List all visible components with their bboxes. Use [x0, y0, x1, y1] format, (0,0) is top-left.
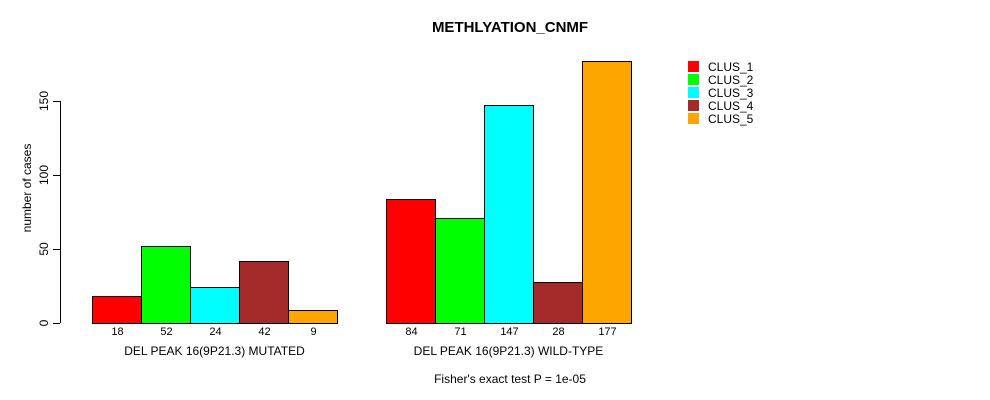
y-axis-tick-label: 0	[37, 319, 51, 327]
y-axis-tick	[53, 248, 60, 250]
y-axis-tick-label: 50	[37, 242, 51, 256]
category-label: DEL PEAK 16(9P21.3) WILD-TYPE	[413, 344, 604, 358]
legend-label: CLUS_4	[708, 98, 754, 113]
bar-value-label: 24	[209, 326, 222, 338]
legend-label: CLUS_5	[708, 111, 754, 126]
y-axis-tick	[53, 322, 60, 324]
y-axis-tick	[53, 100, 60, 102]
legend-swatch-icon	[688, 74, 699, 85]
bar-value-label: 71	[454, 326, 467, 338]
bar-clus_3	[484, 105, 534, 324]
category-label: DEL PEAK 16(9P21.3) MUTATED	[124, 344, 305, 358]
bar-clus_4	[533, 282, 583, 324]
bar-value-label: 84	[405, 326, 418, 338]
bar-value-label: 18	[111, 326, 124, 338]
bar-value-label: 42	[258, 326, 271, 338]
legend-row-clus_5: CLUS_5	[688, 111, 754, 126]
y-axis-tick-label: 100	[37, 164, 51, 186]
legend: CLUS_1 CLUS_2 CLUS_3 CLUS_4 CLUS_5	[688, 59, 754, 126]
bar-clus_4	[239, 261, 289, 324]
legend-label: CLUS_3	[708, 85, 754, 100]
legend-swatch-icon	[688, 100, 699, 111]
legend-label: CLUS_2	[708, 72, 754, 87]
legend-row-clus_4: CLUS_4	[688, 98, 754, 113]
bar-clus_1	[92, 296, 142, 324]
bar-clus_5	[288, 310, 338, 324]
bar-clus_1	[386, 199, 436, 324]
y-axis-label: number of cases	[20, 143, 34, 233]
bar-value-label: 147	[500, 326, 519, 338]
bar-clus_5	[582, 61, 632, 324]
legend-row-clus_3: CLUS_3	[688, 85, 754, 100]
y-axis-tick	[53, 174, 60, 176]
legend-swatch-icon	[688, 113, 699, 124]
legend-label: CLUS_1	[708, 59, 754, 74]
bar-clus_2	[435, 218, 485, 324]
subtitle: Fisher's exact test P = 1e-05	[434, 372, 586, 386]
y-axis-line	[60, 101, 61, 323]
bar-clus_3	[190, 287, 240, 324]
legend-row-clus_2: CLUS_2	[688, 72, 754, 87]
bar-value-label: 28	[552, 326, 565, 338]
bar-value-label: 177	[598, 326, 617, 338]
bar-clus_2	[141, 246, 191, 324]
legend-swatch-icon	[688, 61, 699, 72]
y-axis-tick-label: 150	[37, 90, 51, 112]
bar-value-label: 52	[160, 326, 173, 338]
bar-value-label: 9	[310, 326, 317, 338]
chart-title: METHLYATION_CNMF	[431, 19, 589, 36]
legend-row-clus_1: CLUS_1	[688, 59, 754, 74]
legend-swatch-icon	[688, 87, 699, 98]
